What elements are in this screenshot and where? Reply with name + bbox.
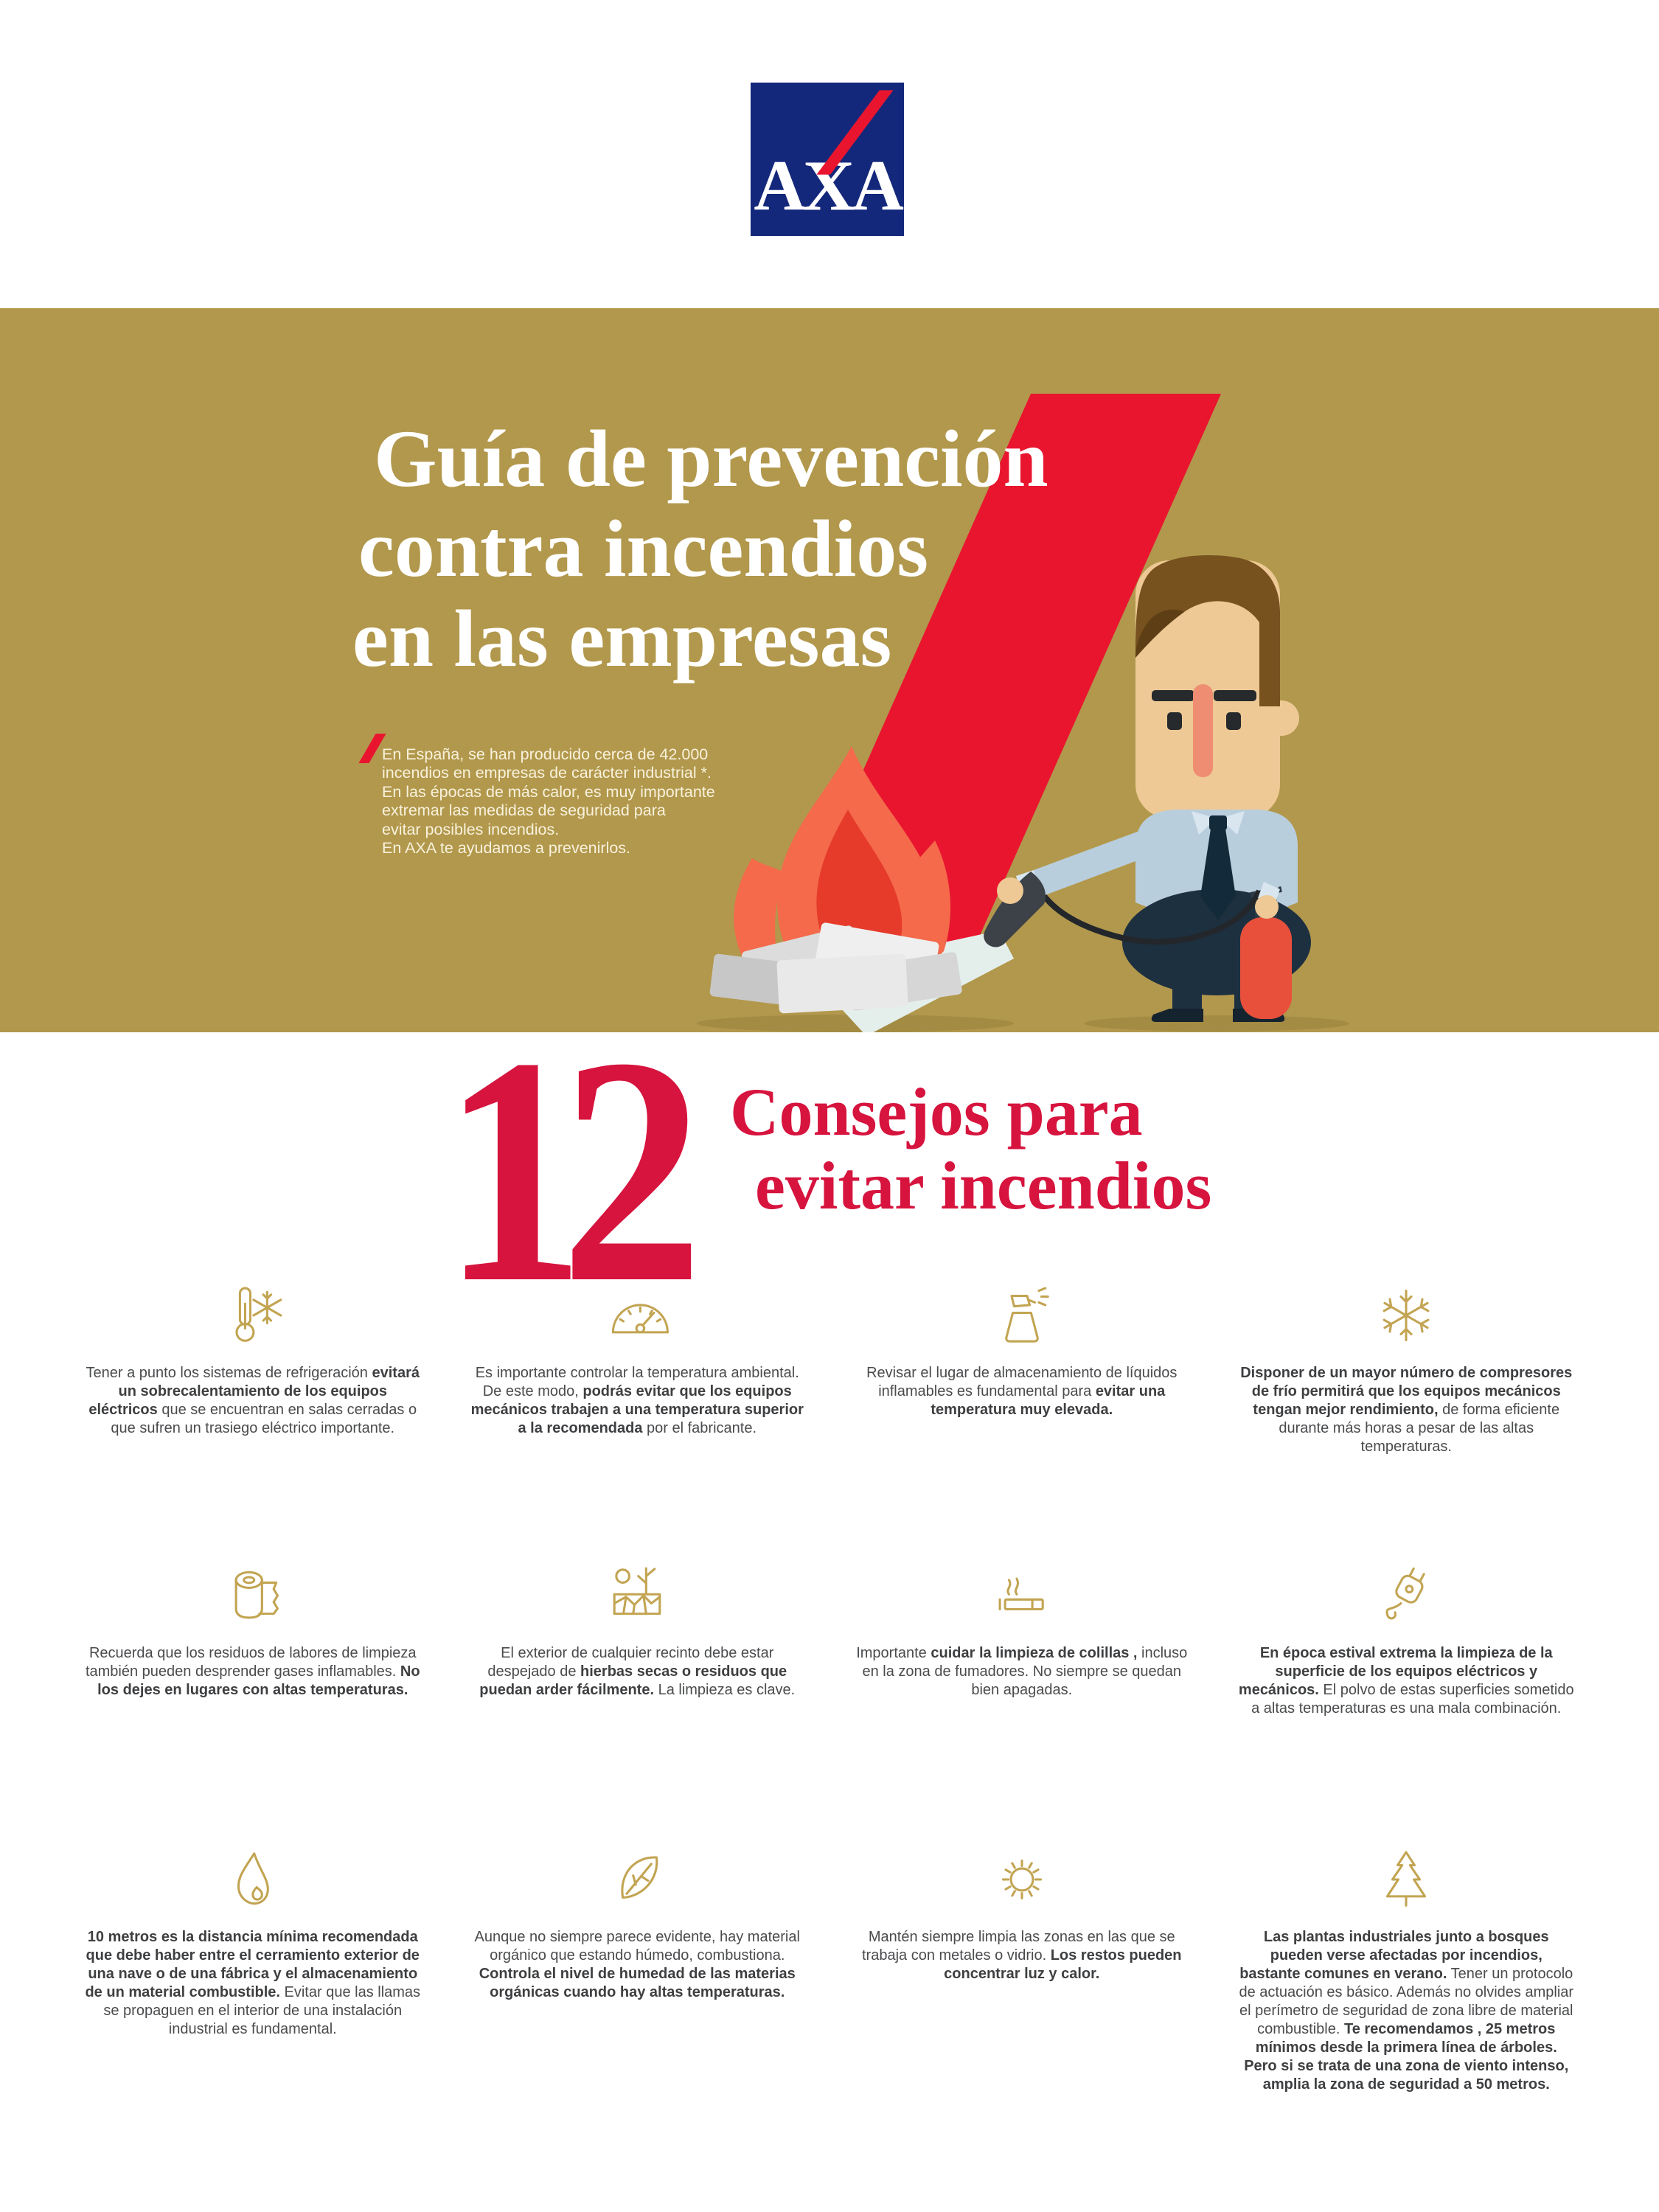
tip-text: Revisar el lugar de almacenamiento de lí…: [866, 1365, 1178, 1418]
tip-text: Importante cuidar la limpieza de colilla…: [856, 1645, 1188, 1698]
tip-text: Disponer de un mayor número de compresor…: [1240, 1365, 1573, 1455]
tips-row: Tener a punto los sistemas de refrigerac…: [60, 1283, 1599, 1563]
page-header: AXA: [0, 0, 1659, 308]
dry-ground-icon: [456, 1563, 820, 1628]
tip-text: Mantén siempre limpia las zonas en las q…: [862, 1929, 1182, 1982]
tip-text: Las plantas industriales junto a bosques…: [1239, 1929, 1574, 2093]
tip-item: Tener a punto los sistemas de refrigerac…: [60, 1283, 445, 1563]
tip-item: Es importante controlar la temperatura a…: [445, 1283, 830, 1563]
burning-papers: [709, 922, 962, 1014]
man-figure: [984, 554, 1311, 1022]
axa-logo-text: AXA: [754, 147, 903, 226]
paper-roll-icon: [71, 1563, 435, 1628]
section-heading: Consejos para evitar incendios: [730, 1075, 1211, 1222]
axa-logo-icon: AXA: [751, 83, 904, 236]
cigarette-icon: [840, 1563, 1204, 1628]
tips-section: 12 Consejos para evitar incendios Tener …: [0, 1009, 1659, 2212]
sun-icon: [840, 1847, 1204, 1912]
tip-item: El exterior de cualquier recinto debe es…: [445, 1563, 830, 1847]
tip-item: En época estival extrema la limpieza de …: [1214, 1563, 1599, 1847]
hero-banner: Guía de prevención contra incendios en l…: [0, 308, 1659, 1032]
thermometer-snowflake-icon: [71, 1283, 435, 1348]
hose: [1034, 883, 1262, 945]
heading-line: evitar incendios: [755, 1148, 1212, 1223]
tip-item: Recuerda que los residuos de labores de …: [60, 1563, 445, 1847]
title-line: contra incendios: [358, 504, 929, 594]
tip-item: Mantén siempre limpia las zonas en las q…: [830, 1847, 1214, 2094]
tip-item: Importante cuidar la limpieza de colilla…: [830, 1563, 1214, 1847]
tip-text: Tener a punto los sistemas de refrigerac…: [86, 1365, 420, 1436]
tip-item: Revisar el lugar de almacenamiento de lí…: [830, 1283, 1214, 1563]
spray-bottle-icon: [840, 1283, 1204, 1348]
tip-text: Recuerda que los residuos de labores de …: [85, 1645, 420, 1698]
intro-text: En España, se han producido cerca de 42.…: [382, 745, 715, 858]
tips-grid: Tener a punto los sistemas de refrigerac…: [0, 1032, 1659, 2094]
tips-row: 10 metros es la distancia mínima recomen…: [60, 1847, 1599, 2094]
tip-text: 10 metros es la distancia mínima recomen…: [85, 1929, 421, 2037]
pine-tree-icon: [1225, 1847, 1589, 1912]
heading-line: Consejos para: [730, 1074, 1143, 1150]
tip-text: Es importante controlar la temperatura a…: [470, 1365, 804, 1436]
axa-slash-icon: [816, 90, 894, 175]
title-line: en las empresas: [352, 594, 892, 684]
nozzle: [984, 872, 1046, 947]
page-title: Guía de prevención contra incendios en l…: [352, 414, 1048, 684]
tip-item: Aunque no siempre parece evidente, hay m…: [445, 1847, 830, 2094]
flame-icon: [71, 1847, 435, 1912]
tip-item: 10 metros es la distancia mínima recomen…: [60, 1847, 445, 2094]
big-number: 12: [442, 991, 703, 1350]
tip-item: Las plantas industriales junto a bosques…: [1214, 1847, 1599, 2094]
tip-text: En época estival extrema la limpieza de …: [1238, 1645, 1574, 1717]
snowflake-icon: [1225, 1283, 1589, 1348]
title-line: Guía de prevención: [374, 414, 1048, 504]
leaf-icon: [456, 1847, 820, 1912]
plug-icon: [1225, 1563, 1589, 1628]
tip-text: Aunque no siempre parece evidente, hay m…: [474, 1929, 800, 2000]
man-extinguishing-fire-illustration: [697, 554, 1349, 1032]
tip-item: Disponer de un mayor número de compresor…: [1214, 1283, 1599, 1563]
tips-row: Recuerda que los residuos de labores de …: [60, 1563, 1599, 1847]
gauge-icon: [456, 1283, 820, 1348]
tip-text: El exterior de cualquier recinto debe es…: [479, 1645, 796, 1698]
